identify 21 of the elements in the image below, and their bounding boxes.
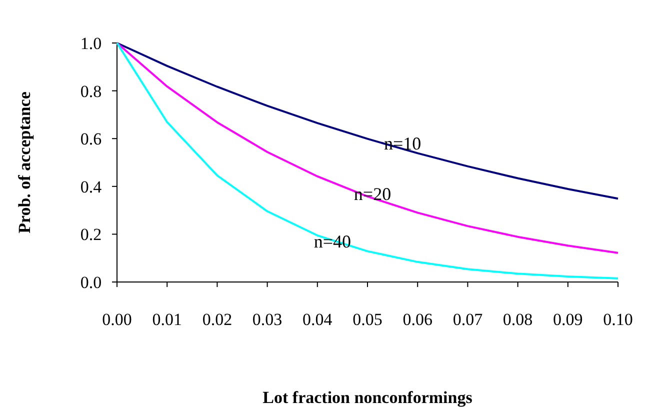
- x-tick-label: 0.07: [452, 310, 484, 329]
- y-axis-title: Prob. of acceptance: [15, 91, 34, 234]
- y-tick-label: 0.6: [80, 130, 102, 149]
- x-tick-label: 0.01: [152, 310, 182, 329]
- x-tick-label: 0.10: [603, 310, 633, 329]
- x-axis-title: Lot fraction nonconformings: [262, 388, 473, 407]
- x-tick-label: 0.04: [302, 310, 333, 329]
- x-tick-label: 0.02: [202, 310, 232, 329]
- y-tick-label: 1.0: [80, 34, 102, 53]
- y-tick-label: 0.4: [80, 177, 102, 196]
- line-series: [116, 42, 619, 200]
- x-tick-label: 0.05: [352, 310, 382, 329]
- x-tick-label: 0.09: [553, 310, 583, 329]
- x-tick-label: 0.03: [252, 310, 282, 329]
- annotation: n=10: [384, 134, 422, 154]
- y-tick-label: 0.8: [80, 82, 102, 101]
- x-tick-label: 0.08: [502, 310, 533, 329]
- y-tick-label: 0.0: [80, 272, 102, 292]
- x-tick-label: 0.06: [402, 310, 432, 329]
- y-tick-label: 0.2: [80, 225, 102, 244]
- x-tick-label: 0.00: [102, 310, 132, 329]
